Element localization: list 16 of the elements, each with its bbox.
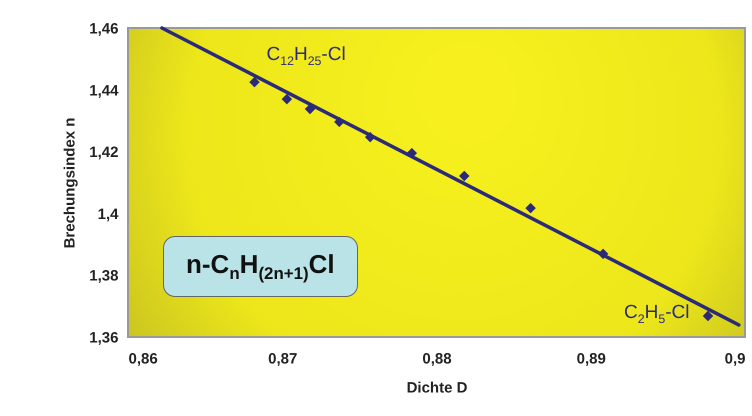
x-tick-label: 0,87 <box>268 350 298 368</box>
x-axis-title: Dichte D <box>406 380 468 396</box>
y-tick-label: 1,44 <box>89 82 120 100</box>
y-tick-label: 1,4 <box>98 206 120 223</box>
y-tick-label: 1,42 <box>89 144 118 162</box>
y-tick-label: 1,46 <box>89 20 118 38</box>
x-tick-label: 0,88 <box>422 350 452 368</box>
x-tick-label: 0,86 <box>128 350 158 368</box>
x-tick-label: 0,89 <box>576 350 606 368</box>
annotation: n-C$_{n}$H$_{(2n+1)}$Cl <box>163 236 358 298</box>
y-axis-title: Brechungsindex n <box>61 118 78 248</box>
annotation: C$_{12}$H$_{25}$-Cl <box>266 44 346 68</box>
x-tick-label: 0,9 <box>724 350 746 368</box>
annotation: C$_{2}$H$_{5}$-Cl <box>624 302 690 326</box>
y-tick-label: 1,36 <box>89 330 118 346</box>
y-tick-label: 1,38 <box>89 268 118 285</box>
